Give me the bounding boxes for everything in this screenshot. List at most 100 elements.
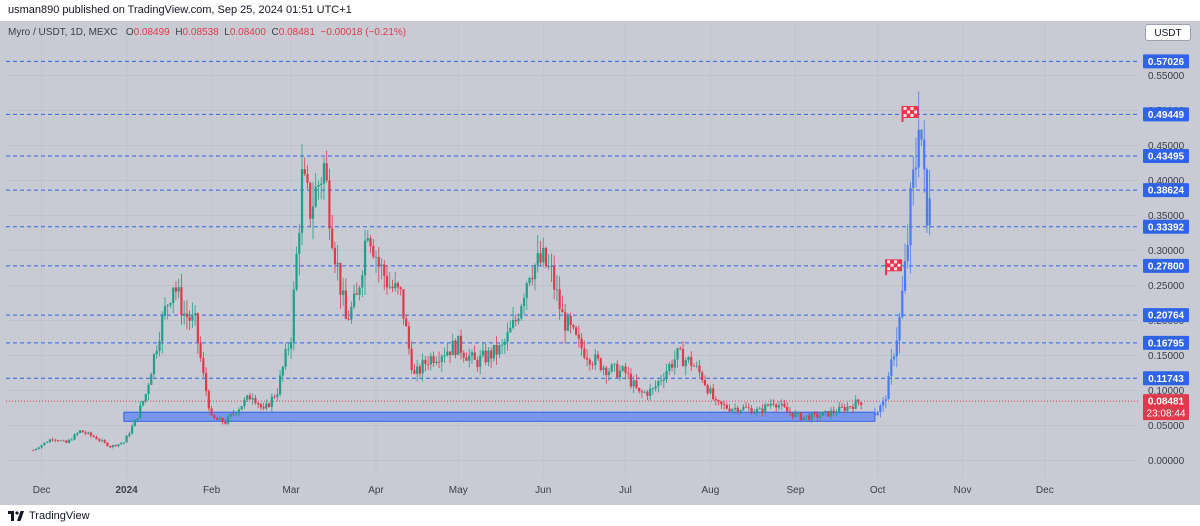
candle [657, 379, 660, 393]
candle [407, 321, 411, 355]
candle [528, 276, 531, 287]
candle [114, 444, 117, 447]
flag-check [887, 260, 891, 264]
candle [394, 271, 397, 292]
candle-body [347, 318, 350, 320]
candle [777, 401, 781, 411]
candle-body [109, 446, 112, 448]
candle-body [180, 287, 183, 316]
candle [202, 351, 205, 378]
currency-button[interactable]: USDT [1145, 24, 1191, 41]
last-price-badge [1143, 394, 1189, 421]
candle-body [81, 430, 84, 433]
candle-body [284, 349, 287, 367]
flag-check [887, 267, 891, 271]
candle [89, 431, 93, 438]
candle-body [394, 283, 397, 289]
candle-body [465, 357, 468, 361]
candle-body [210, 408, 213, 416]
bottom-bar: TradingView [0, 505, 1200, 526]
y-tick-label: 0.30000 [1148, 246, 1185, 257]
candle [358, 285, 361, 301]
candle [185, 300, 189, 330]
candle [169, 301, 172, 309]
candle [328, 168, 331, 240]
candle [457, 335, 460, 356]
candle [550, 253, 553, 282]
candle-body [553, 266, 556, 290]
candle [317, 180, 320, 200]
x-tick-label: Dec [33, 485, 51, 496]
tradingview-logo-text: TradingView [29, 510, 90, 522]
candle [92, 434, 95, 438]
candle-body [385, 276, 389, 288]
candle-body [596, 354, 600, 359]
candle-body [857, 399, 860, 403]
candle [427, 356, 430, 370]
candle-body [424, 359, 427, 364]
candle [698, 359, 701, 377]
price-chart[interactable]: 0.000000.050000.100000.150000.200000.250… [0, 21, 1200, 505]
candle [424, 356, 427, 372]
open-label: O [125, 27, 134, 38]
candle-body [879, 405, 882, 413]
flag-icon [885, 259, 903, 276]
candle-body [914, 167, 918, 170]
candle-body [495, 344, 498, 355]
candle-body [903, 261, 907, 291]
candle-body [476, 359, 479, 367]
tradingview-logo[interactable]: TradingView [8, 509, 90, 523]
close-value: 0.08481 [278, 27, 315, 38]
level-badge-bg [1143, 219, 1189, 234]
candle-body [621, 366, 624, 371]
candle [78, 429, 82, 434]
candle [599, 357, 602, 372]
candle [87, 431, 90, 435]
candle [561, 295, 564, 313]
candle-body [339, 262, 342, 295]
candle [62, 439, 65, 442]
candle-body [317, 184, 320, 187]
candle [638, 387, 641, 394]
candle [448, 351, 452, 364]
candle [484, 343, 487, 366]
chart-area[interactable]: 0.000000.050000.100000.150000.200000.250… [0, 21, 1200, 505]
candle-body [40, 445, 43, 448]
candle [221, 416, 224, 425]
candle-body [391, 286, 394, 289]
candle-body [218, 417, 221, 420]
price-series [32, 144, 863, 451]
level-badge: 0.33392 [1143, 219, 1189, 234]
candle [511, 307, 515, 330]
y-tick-label: 0.55000 [1148, 71, 1185, 82]
candle-body [98, 439, 101, 441]
candle [240, 405, 243, 410]
last-price-label: 0.08481 [1148, 397, 1185, 408]
candle-body [372, 245, 375, 257]
candle [761, 404, 764, 417]
candle-body [418, 366, 421, 374]
candle-body [829, 410, 833, 417]
candle [243, 397, 246, 410]
candle-body [892, 356, 896, 360]
candle [147, 382, 150, 401]
candle [662, 372, 665, 389]
projection-candle [903, 243, 907, 294]
candle [32, 449, 35, 451]
candle [651, 387, 654, 395]
candle [191, 302, 194, 328]
candle [273, 394, 276, 400]
flag-check [903, 107, 907, 110]
candle-body [259, 404, 263, 408]
candle-body [821, 412, 824, 416]
candle-body [531, 277, 534, 280]
candle-body [432, 356, 435, 364]
candle-body [251, 397, 254, 400]
candle-body [577, 334, 580, 339]
candle [369, 234, 372, 254]
candle-body [731, 409, 734, 412]
candle [731, 408, 734, 414]
candle [473, 345, 476, 361]
level-badge-label: 0.11743 [1148, 374, 1184, 385]
candle-body [572, 325, 575, 328]
